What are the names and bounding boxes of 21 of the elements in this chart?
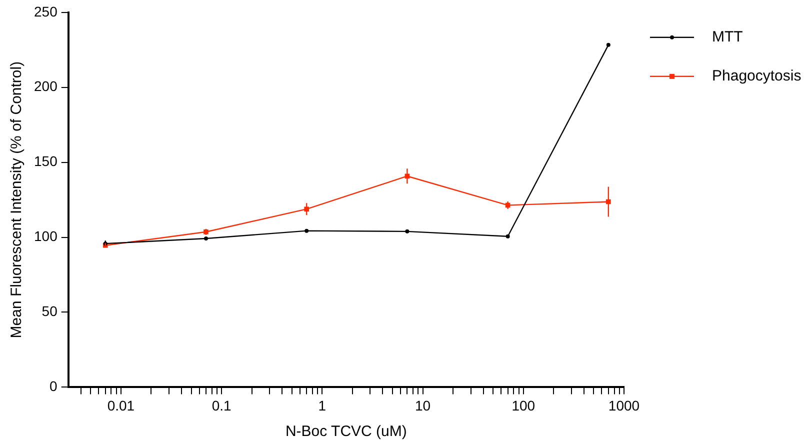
x-tick-label: 100 [512, 397, 536, 414]
x-axis-title: N-Boc TCVC (uM) [285, 423, 407, 440]
point [204, 236, 208, 240]
point [506, 234, 510, 238]
legend-label: MTT [712, 28, 743, 46]
x-tick-label: 1000 [608, 397, 640, 414]
x-tick-label: 10 [414, 397, 431, 414]
y-tick-label: 150 [34, 153, 58, 170]
legend-label: Phagocytosis [712, 68, 802, 85]
y-tick-label: 200 [34, 78, 58, 94]
x-tick-label: 0.1 [212, 397, 232, 414]
y-tick-label: 250 [34, 3, 58, 20]
x-tick-label: 0.01 [107, 397, 135, 414]
y-axis-title: Mean Fluorescent Intensity (% of Control) [8, 61, 26, 338]
point [304, 228, 309, 233]
y-tick-label: 50 [42, 303, 58, 320]
point [405, 229, 410, 234]
point [606, 42, 610, 47]
y-tick-label: 0 [50, 378, 58, 394]
y-tick-label: 100 [34, 228, 58, 244]
x-tick-label: 1 [318, 397, 326, 414]
